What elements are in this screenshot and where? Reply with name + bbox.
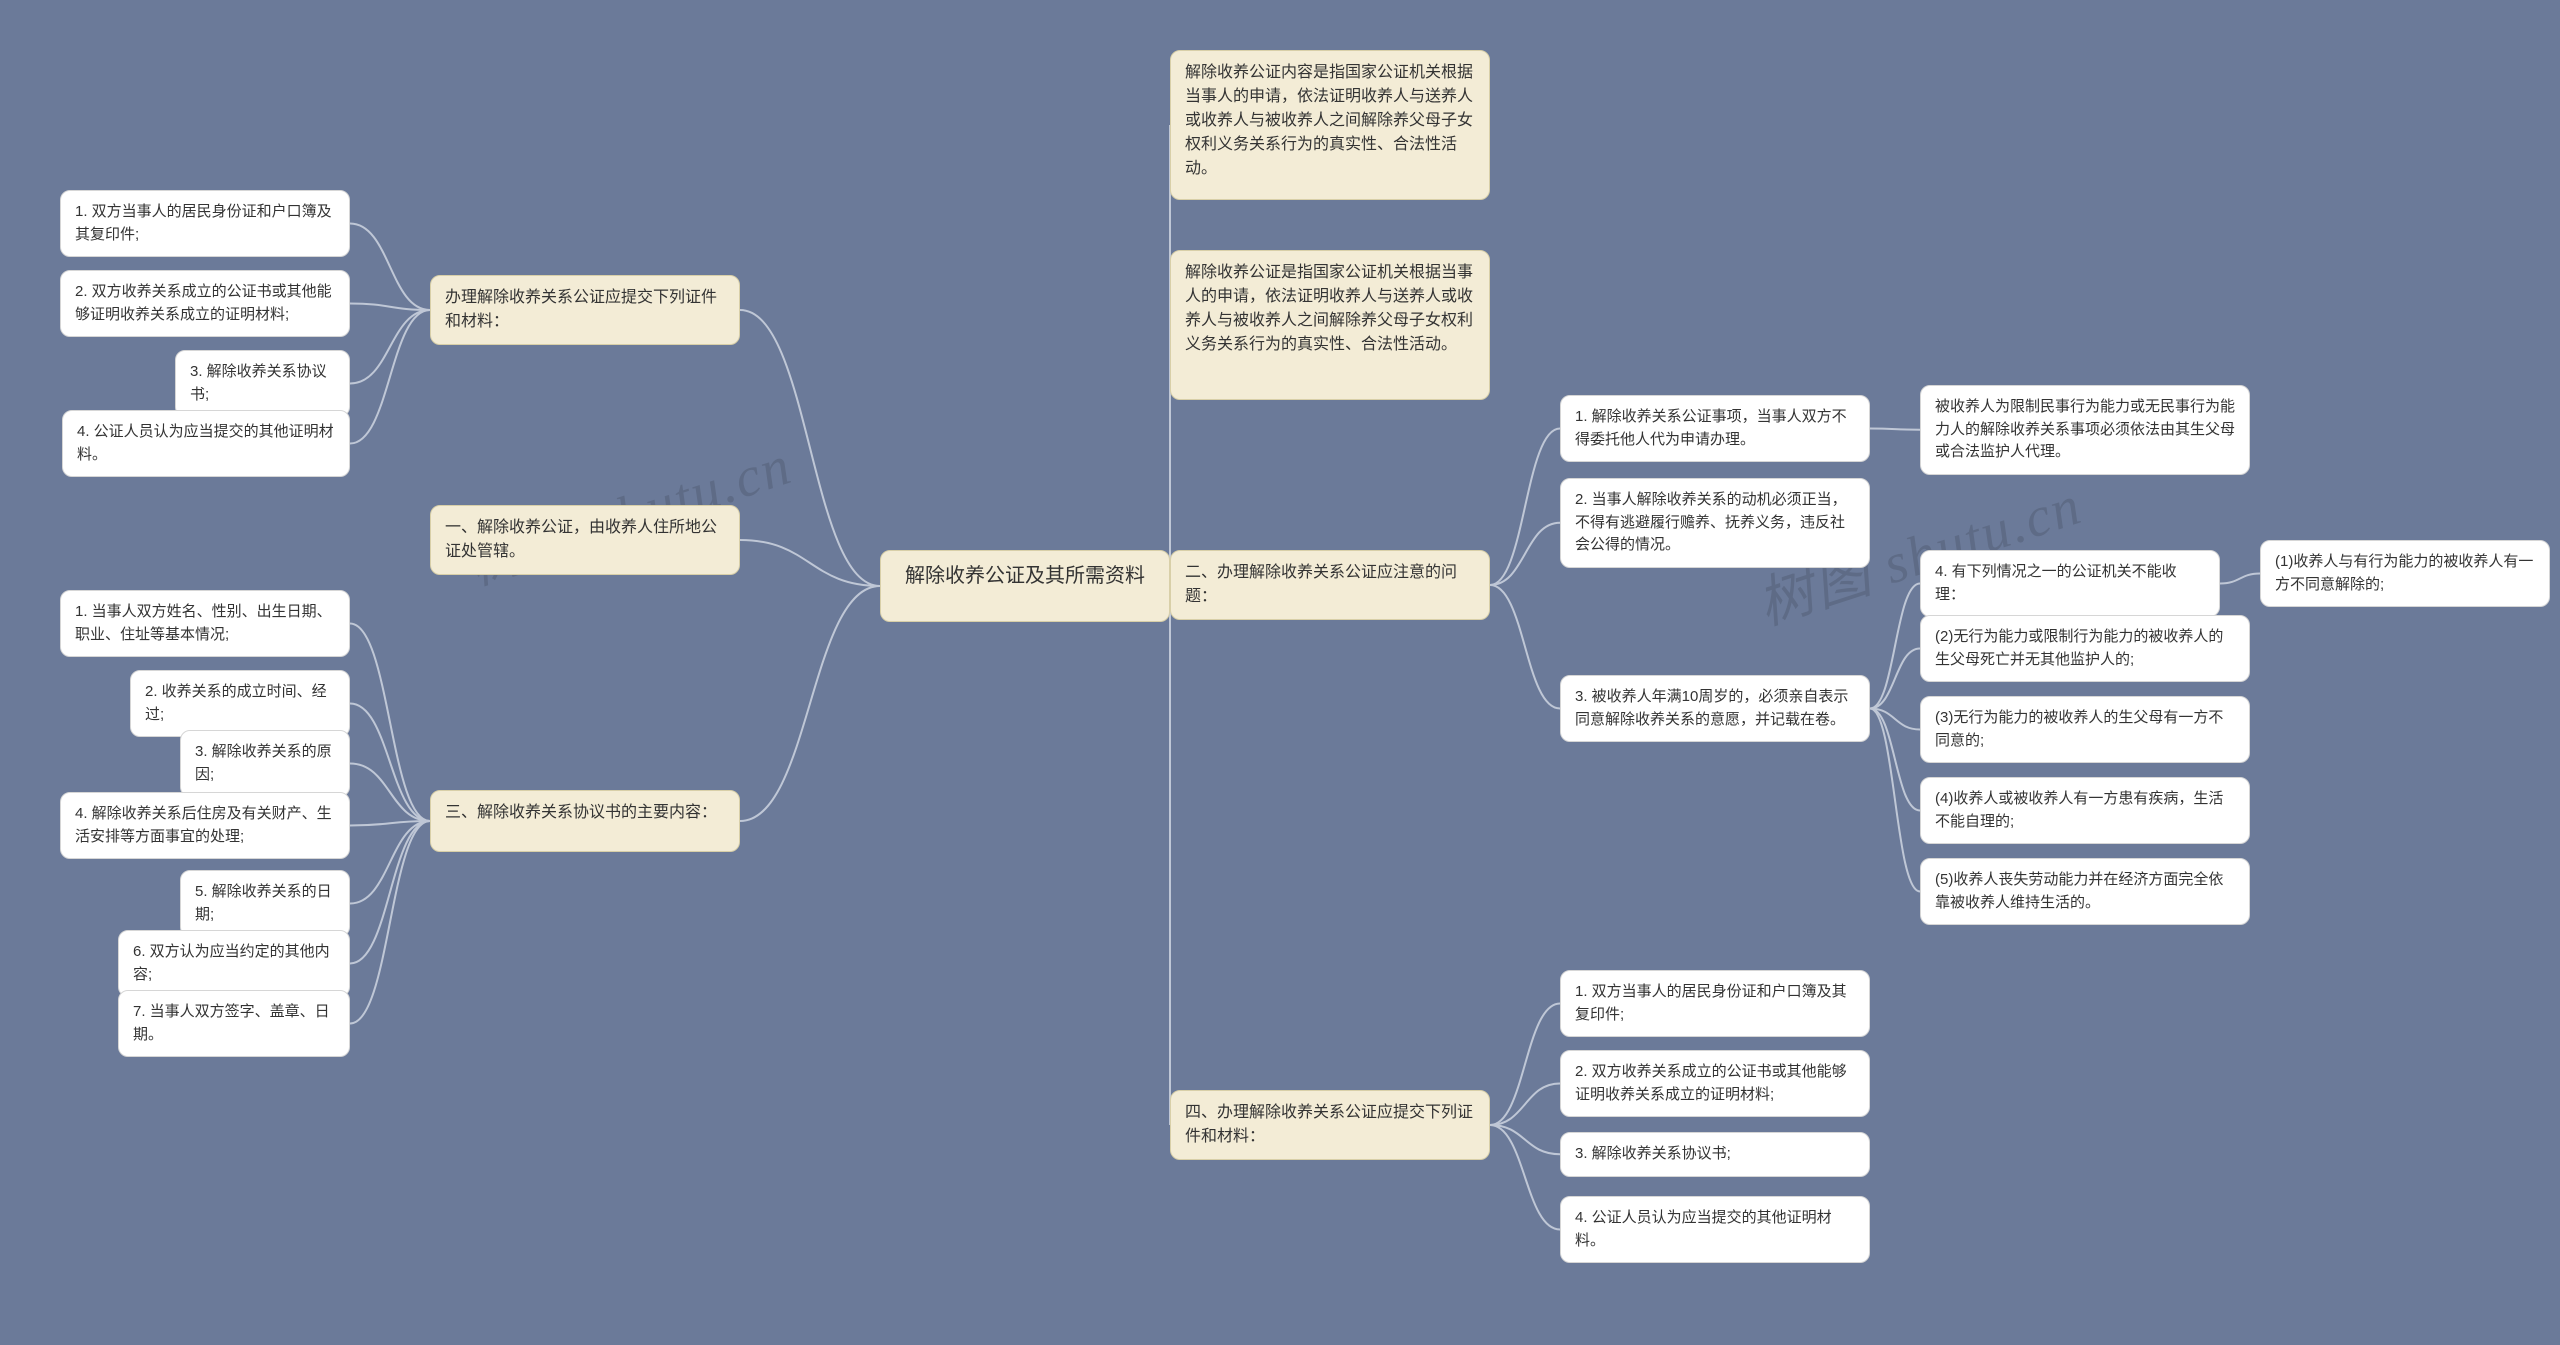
leaf-node: 3. 被收养人年满10周岁的，必须亲自表示同意解除收养关系的意愿，并记载在卷。 [1560,675,1870,742]
leaf-node: 2. 收养关系的成立时间、经过; [130,670,350,737]
leaf-node: 1. 当事人双方姓名、性别、出生日期、职业、住址等基本情况; [60,590,350,657]
leaf-node: 1. 解除收养关系公证事项，当事人双方不得委托他人代为申请办理。 [1560,395,1870,462]
branch-node-left-materials: 办理解除收养关系公证应提交下列证件和材料： [430,275,740,345]
leaf-node: (4)收养人或被收养人有一方患有疾病，生活不能自理的; [1920,777,2250,844]
leaf-node: (2)无行为能力或限制行为能力的被收养人的生父母死亡并无其他监护人的; [1920,615,2250,682]
leaf-node: 1. 双方当事人的居民身份证和户口簿及其复印件; [60,190,350,257]
branch-node-right-4: 四、办理解除收养关系公证应提交下列证件和材料： [1170,1090,1490,1160]
leaf-node: 4. 解除收养关系后住房及有关财产、生活安排等方面事宜的处理; [60,792,350,859]
leaf-node: 4. 公证人员认为应当提交的其他证明材料。 [1560,1196,1870,1263]
leaf-node: 2. 当事人解除收养关系的动机必须正当，不得有逃避履行赡养、抚养义务，违反社会公… [1560,478,1870,568]
leaf-node: (3)无行为能力的被收养人的生父母有一方不同意的; [1920,696,2250,763]
leaf-node: 2. 双方收养关系成立的公证书或其他能够证明收养关系成立的证明材料; [1560,1050,1870,1117]
branch-node-left-3: 三、解除收养关系协议书的主要内容： [430,790,740,852]
leaf-node: 3. 解除收养关系协议书; [175,350,350,417]
intro-node-1: 解除收养公证内容是指国家公证机关根据当事人的申请，依法证明收养人与送养人或收养人… [1170,50,1490,200]
leaf-node: 2. 双方收养关系成立的公证书或其他能够证明收养关系成立的证明材料; [60,270,350,337]
branch-node-left-1: 一、解除收养公证，由收养人住所地公证处管辖。 [430,505,740,575]
leaf-node: 3. 解除收养关系协议书; [1560,1132,1870,1177]
branch-node-right-2: 二、办理解除收养关系公证应注意的问题： [1170,550,1490,620]
intro-node-2: 解除收养公证是指国家公证机关根据当事人的申请，依法证明收养人与送养人或收养人与被… [1170,250,1490,400]
leaf-node: (1)收养人与有行为能力的被收养人有一方不同意解除的; [2260,540,2550,607]
leaf-node: 1. 双方当事人的居民身份证和户口簿及其复印件; [1560,970,1870,1037]
root-node: 解除收养公证及其所需资料 [880,550,1170,622]
leaf-node: 4. 公证人员认为应当提交的其他证明材料。 [62,410,350,477]
leaf-node: 7. 当事人双方签字、盖章、日期。 [118,990,350,1057]
leaf-node: 6. 双方认为应当约定的其他内容; [118,930,350,997]
leaf-node: 被收养人为限制民事行为能力或无民事行为能力人的解除收养关系事项必须依法由其生父母… [1920,385,2250,475]
leaf-node: 3. 解除收养关系的原因; [180,730,350,797]
leaf-node: 5. 解除收养关系的日期; [180,870,350,937]
leaf-node: (5)收养人丧失劳动能力并在经济方面完全依靠被收养人维持生活的。 [1920,858,2250,925]
leaf-node: 4. 有下列情况之一的公证机关不能收理： [1920,550,2220,617]
